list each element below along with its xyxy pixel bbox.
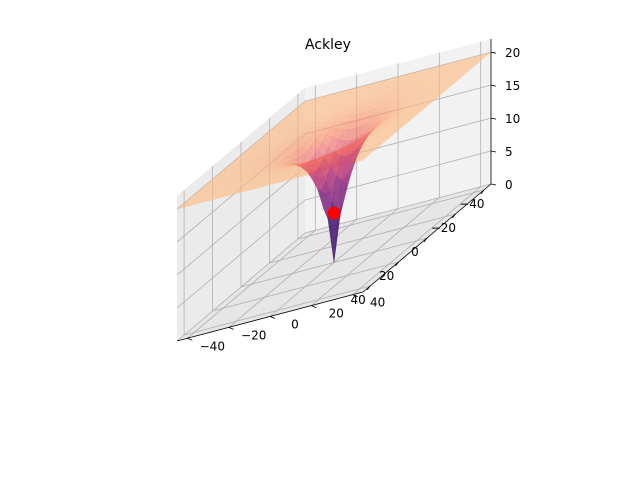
surface-facet (378, 138, 389, 145)
z-tick-3 (490, 84, 497, 87)
y-tick-label-3: 20 (329, 307, 344, 321)
z-tick-0 (490, 183, 497, 186)
x-tick-label-1: −20 (431, 221, 456, 235)
surface-facet (420, 102, 432, 109)
surface-facet (429, 95, 440, 102)
y-gridline-floor-4 (352, 186, 481, 296)
x-tick-0 (480, 189, 485, 195)
surface-facet (373, 142, 385, 148)
x-tick-label-0: −40 (459, 197, 484, 211)
x-tick-label-4: 40 (350, 293, 365, 307)
x-tick-label-2: 0 (411, 245, 419, 259)
z-gridline-y-2 (176, 166, 306, 276)
surface-facet (446, 80, 457, 87)
y-tick-label-4: 40 (370, 296, 385, 310)
y-tick-label-0: −40 (200, 339, 225, 353)
surface-facet (463, 66, 474, 73)
z-tick-label-4: 20 (505, 46, 520, 60)
z-tick-2 (490, 117, 497, 120)
z-tick-label-1: 5 (505, 145, 513, 159)
y-tick-label-2: 0 (291, 318, 299, 332)
surface-facet (437, 88, 449, 94)
z-tick-label-0: 0 (505, 178, 513, 192)
minimum-marker (327, 206, 341, 220)
y-gridline-floor-3 (311, 197, 440, 306)
z-gridline-x-4 (304, 51, 492, 102)
z-tick-1 (490, 150, 497, 153)
z-tick-label-3: 15 (505, 79, 520, 93)
z-gridline-y-1 (176, 199, 306, 309)
x-tick-3 (395, 261, 399, 267)
surface-facet (480, 52, 492, 58)
y-gridline-floor-0 (187, 229, 316, 339)
x-tick-2 (423, 237, 428, 243)
x-tick-4 (366, 285, 371, 291)
z-tick-4 (490, 51, 497, 54)
y-tick-4 (352, 294, 358, 298)
surface-facet (454, 73, 466, 80)
chart-title: Ackley (305, 37, 351, 53)
surface-facet (399, 120, 410, 127)
x-tick-1 (452, 213, 456, 219)
x-tick-label-3: 20 (379, 269, 394, 283)
y-tick-2 (269, 316, 276, 319)
z-tick-label-2: 10 (505, 112, 520, 126)
y-tick-label-1: −20 (241, 328, 266, 342)
axes-lines (176, 39, 497, 342)
y-tick-1 (228, 327, 234, 330)
y-tick-0 (187, 337, 193, 341)
surface-facet (390, 127, 402, 134)
surface-plot (176, 52, 492, 263)
y-tick-3 (311, 305, 317, 308)
surface-facet (382, 134, 393, 141)
z-gridline-y-0 (176, 232, 306, 342)
minimum-marker-layer (327, 206, 341, 220)
